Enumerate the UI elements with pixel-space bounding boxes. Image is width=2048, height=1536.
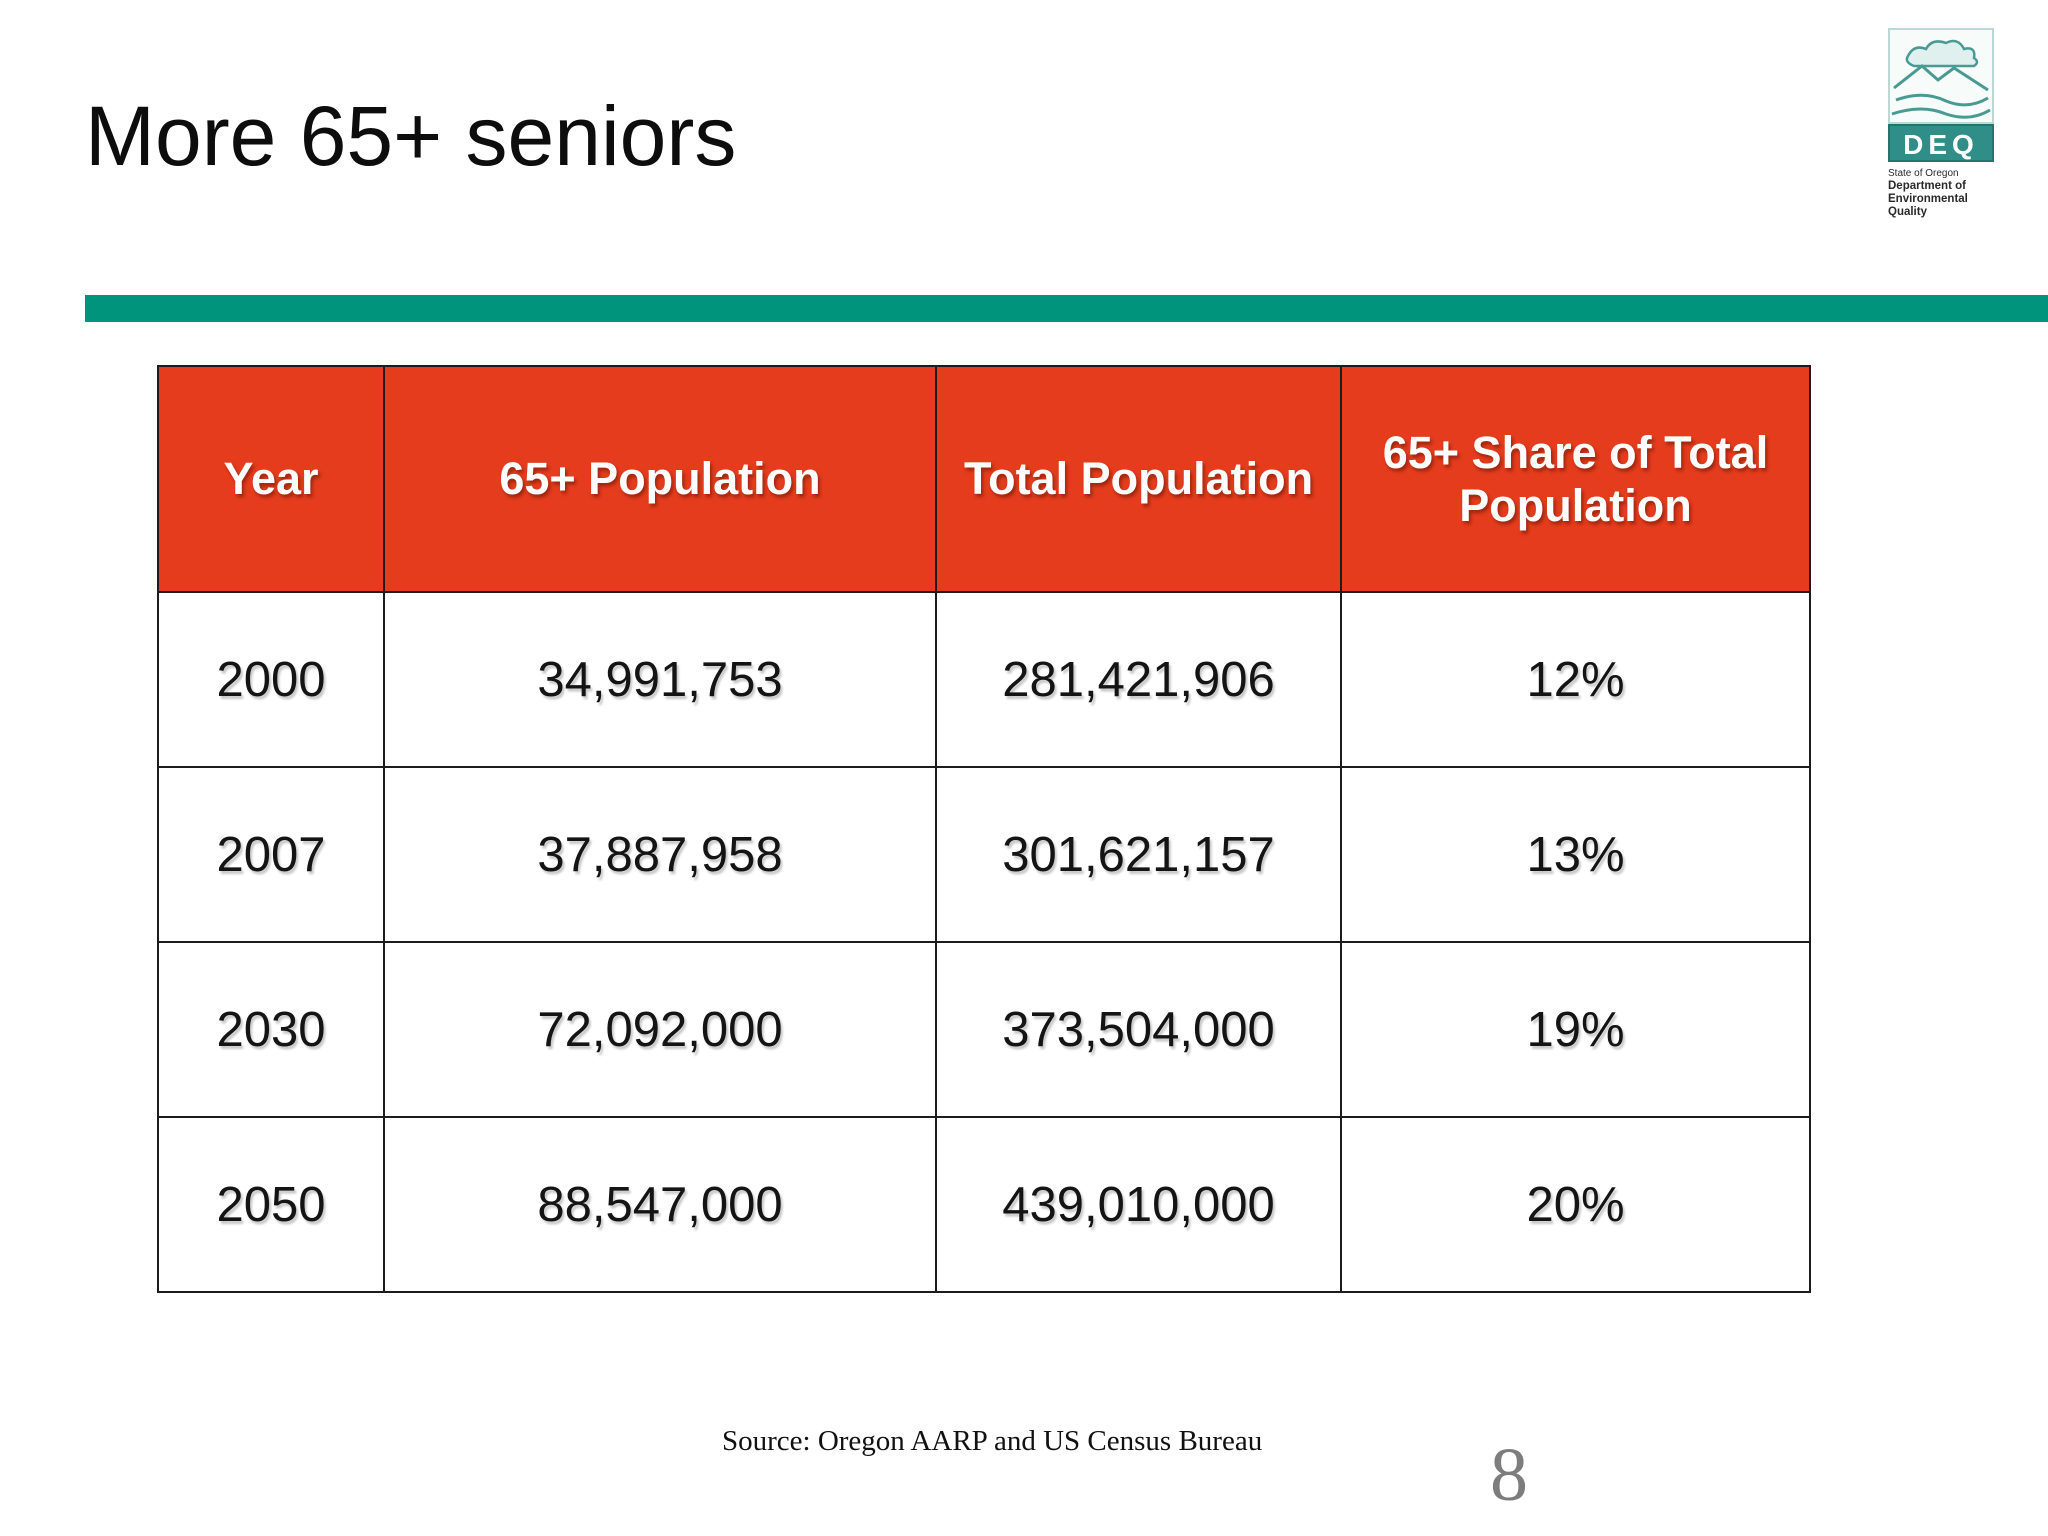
cell-year: 2007 — [157, 766, 385, 943]
table-row: 2050 88,547,000 439,010,000 20% — [157, 1116, 1811, 1293]
page-number: 8 — [1490, 1433, 1528, 1517]
header-cell-65-population: 65+ Population — [383, 365, 937, 593]
cell-65-population: 37,887,958 — [383, 766, 937, 943]
logo-org-line: Environmental — [1888, 193, 1968, 205]
cell-65-population: 34,991,753 — [383, 591, 937, 768]
cell-total-population: 301,621,157 — [935, 766, 1342, 943]
source-citation: Source: Oregon AARP and US Census Bureau — [722, 1425, 1263, 1457]
header-cell-share: 65+ Share of Total Population — [1340, 365, 1811, 593]
cell-year: 2030 — [157, 941, 385, 1118]
cell-65-population: 72,092,000 — [383, 941, 937, 1118]
cell-total-population: 373,504,000 — [935, 941, 1342, 1118]
cell-65-population: 88,547,000 — [383, 1116, 937, 1293]
header-cell-year: Year — [157, 365, 385, 593]
cell-share: 20% — [1340, 1116, 1811, 1293]
logo-org-line: Quality — [1888, 206, 1927, 218]
title-divider-bar — [85, 295, 2048, 322]
deq-logo-org-name: State of Oregon Department of Environmen… — [1888, 167, 1994, 219]
table-row: 2000 34,991,753 281,421,906 12% — [157, 591, 1811, 768]
deq-logo-illustration — [1888, 28, 1994, 124]
deq-logo-acronym: DEQ — [1888, 124, 1994, 162]
cell-total-population: 439,010,000 — [935, 1116, 1342, 1293]
table-header-row: Year 65+ Population Total Population 65+… — [157, 365, 1811, 593]
cell-total-population: 281,421,906 — [935, 591, 1342, 768]
logo-org-line: Department of — [1888, 180, 1966, 192]
cell-year: 2050 — [157, 1116, 385, 1293]
population-table: Year 65+ Population Total Population 65+… — [157, 365, 1811, 1293]
table-row: 2007 37,887,958 301,621,157 13% — [157, 766, 1811, 943]
slide-title: More 65+ seniors — [85, 89, 737, 183]
table-row: 2030 72,092,000 373,504,000 19% — [157, 941, 1811, 1118]
cell-share: 19% — [1340, 941, 1811, 1118]
header-cell-total-population: Total Population — [935, 365, 1342, 593]
deq-logo: DEQ State of Oregon Department of Enviro… — [1888, 28, 1994, 219]
cell-year: 2000 — [157, 591, 385, 768]
logo-org-line: State of Oregon — [1888, 168, 1959, 179]
cell-share: 12% — [1340, 591, 1811, 768]
cell-share: 13% — [1340, 766, 1811, 943]
